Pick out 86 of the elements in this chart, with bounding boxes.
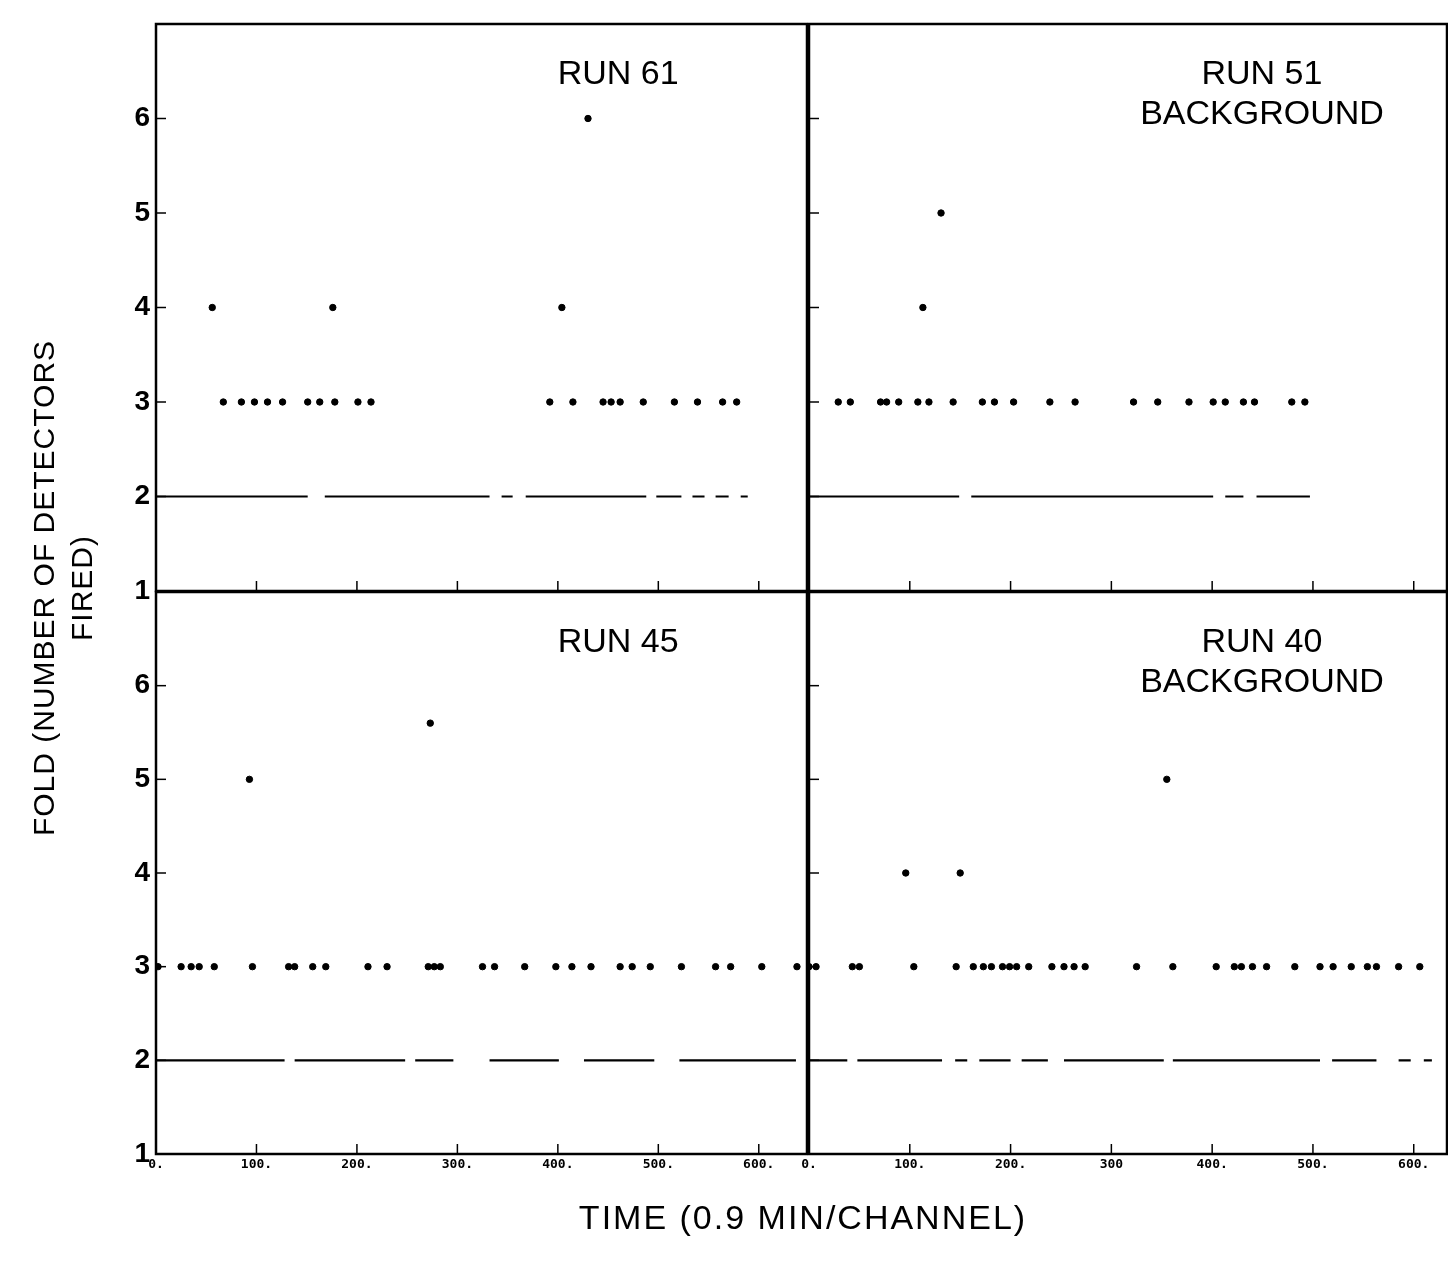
point: [245, 775, 254, 784]
point: [322, 962, 330, 971]
x-tick-label: 200.: [994, 1156, 1027, 1172]
point: [430, 962, 438, 971]
point: [558, 303, 566, 312]
x-tick-label: 0.: [148, 1156, 164, 1172]
x-tick-label: 300.: [441, 1156, 474, 1172]
y-tick-label: 4: [134, 855, 151, 887]
y-tick-label: 3: [134, 384, 150, 416]
point: [284, 962, 293, 971]
point: [628, 962, 636, 971]
point: [208, 303, 216, 312]
point: [364, 962, 372, 971]
y-tick-label: 3: [134, 949, 150, 981]
y-tick-label: 5: [134, 195, 150, 227]
point: [521, 962, 529, 971]
point: [250, 398, 259, 406]
text: RUN 61: [557, 53, 679, 92]
point: [367, 398, 375, 406]
point: [316, 398, 324, 406]
point: [248, 962, 257, 971]
y-tick-label: 1: [134, 573, 150, 605]
y-tick-label: 6: [134, 101, 150, 133]
text: RUN 40 BACKGROUND: [1140, 621, 1384, 700]
point: [329, 303, 337, 312]
point: [732, 398, 741, 406]
point: [424, 962, 432, 971]
point: [331, 398, 339, 406]
point: [584, 114, 592, 123]
y-axis-title: FOLD (NUMBER OF DETECTORS FIRED): [26, 338, 99, 839]
point: [177, 962, 185, 971]
x-tick-label: 600.: [1398, 1156, 1430, 1172]
point: [616, 962, 624, 971]
y-tick-label: 1: [134, 1136, 150, 1168]
point: [490, 962, 499, 971]
point: [793, 962, 801, 971]
point: [552, 962, 560, 971]
point: [718, 398, 727, 406]
point: [354, 398, 362, 406]
x-axis-title: TIME (0.9 MIN/CHANNEL): [577, 1198, 1029, 1237]
y-tick-label: 4: [134, 290, 151, 322]
x-tick-label: 200.: [341, 1156, 373, 1172]
point: [726, 962, 735, 971]
point: [187, 962, 195, 971]
point: [693, 398, 702, 406]
point: [478, 962, 487, 971]
point: [599, 398, 607, 406]
point: [426, 719, 434, 727]
point: [237, 398, 246, 406]
point: [646, 962, 654, 971]
x-tick-label: 0.: [801, 1156, 817, 1172]
point: [309, 962, 317, 971]
point: [304, 398, 312, 406]
x-tick-label: 300: [1099, 1156, 1124, 1172]
x-tick-label: 500.: [1297, 1156, 1329, 1172]
x-tick-label: 600.: [743, 1156, 775, 1172]
y-tick-label: 6: [134, 668, 150, 700]
x-tick-label: 400.: [542, 1156, 574, 1172]
text: RUN 45: [557, 621, 679, 660]
point: [616, 398, 624, 406]
point: [587, 962, 595, 971]
point: [568, 962, 576, 971]
x-tick-label: 100.: [240, 1156, 273, 1172]
point: [569, 398, 577, 406]
x-tick-label: 400.: [1196, 1156, 1228, 1172]
point: [290, 962, 299, 971]
point: [670, 398, 679, 406]
point: [263, 398, 272, 406]
point: [210, 962, 218, 971]
point: [639, 398, 647, 406]
point: [546, 398, 554, 406]
y-tick-label: 2: [134, 479, 150, 511]
x-tick-label: 500.: [642, 1156, 674, 1172]
point: [436, 962, 445, 971]
point: [278, 398, 287, 406]
point: [219, 398, 228, 406]
point: [677, 962, 686, 971]
point: [383, 962, 391, 971]
point: [711, 962, 720, 971]
text: RUN 51 BACKGROUND: [1140, 53, 1384, 132]
point: [758, 962, 766, 971]
y-tick-label: 5: [134, 762, 150, 794]
y-tick-label: 2: [134, 1043, 150, 1075]
point: [607, 398, 615, 406]
x-tick-label: 100.: [894, 1156, 926, 1172]
point: [195, 962, 203, 971]
